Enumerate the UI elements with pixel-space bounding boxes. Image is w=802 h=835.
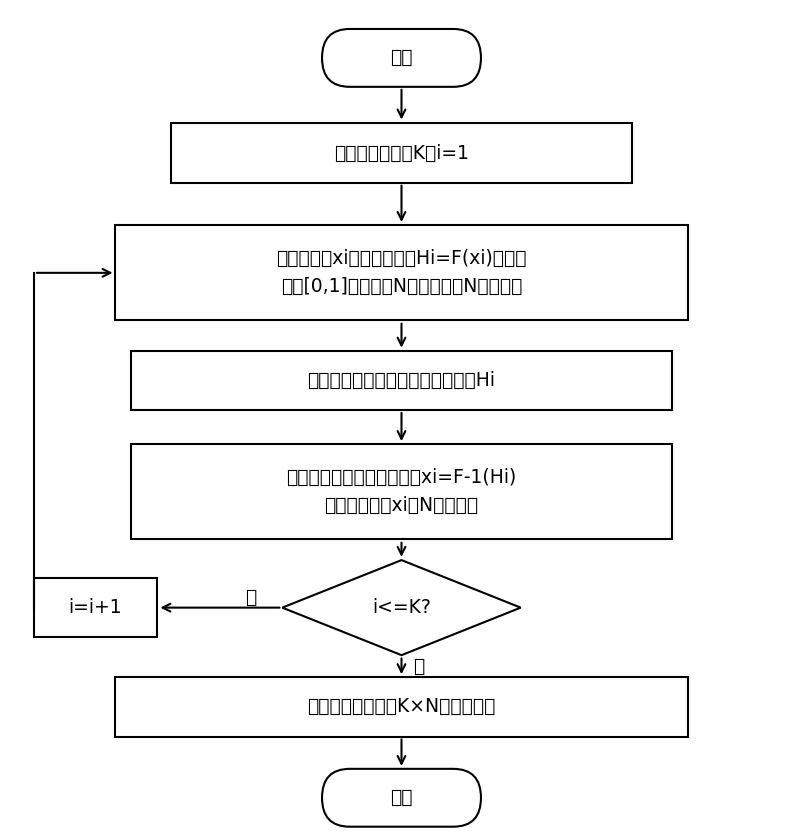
Text: 否: 否 — [413, 657, 424, 676]
Text: 结束: 结束 — [390, 788, 412, 807]
Text: i<=K?: i<=K? — [371, 598, 431, 617]
Polygon shape — [282, 560, 520, 655]
FancyBboxPatch shape — [322, 769, 480, 827]
Text: 随机变量总数为K，i=1: 随机变量总数为K，i=1 — [334, 144, 468, 163]
Text: 开始: 开始 — [390, 48, 412, 68]
FancyBboxPatch shape — [115, 677, 687, 736]
FancyBboxPatch shape — [115, 225, 687, 321]
FancyBboxPatch shape — [34, 578, 157, 637]
Text: 将所有样本值组成K×N阶样本矩阵: 将所有样本值组成K×N阶样本矩阵 — [307, 697, 495, 716]
FancyBboxPatch shape — [171, 124, 631, 183]
Text: 将随机变量xi累积分布函数Hi=F(xi)的取值
区间[0,1]均匀分为N等分，得到N个子区间: 将随机变量xi累积分布函数Hi=F(xi)的取值 区间[0,1]均匀分为N等分，… — [276, 250, 526, 296]
Text: i=i+1: i=i+1 — [69, 598, 122, 617]
Text: 选择每个子区间的中点作为采样值Hi: 选择每个子区间的中点作为采样值Hi — [307, 371, 495, 390]
FancyBboxPatch shape — [132, 444, 670, 539]
FancyBboxPatch shape — [132, 351, 670, 410]
Text: 通过累积分布函数的反函数xi=F-1(Hi)
求得随机变量xi的N个采样值: 通过累积分布函数的反函数xi=F-1(Hi) 求得随机变量xi的N个采样值 — [286, 468, 516, 515]
Text: 是: 是 — [245, 588, 256, 607]
FancyBboxPatch shape — [322, 29, 480, 87]
